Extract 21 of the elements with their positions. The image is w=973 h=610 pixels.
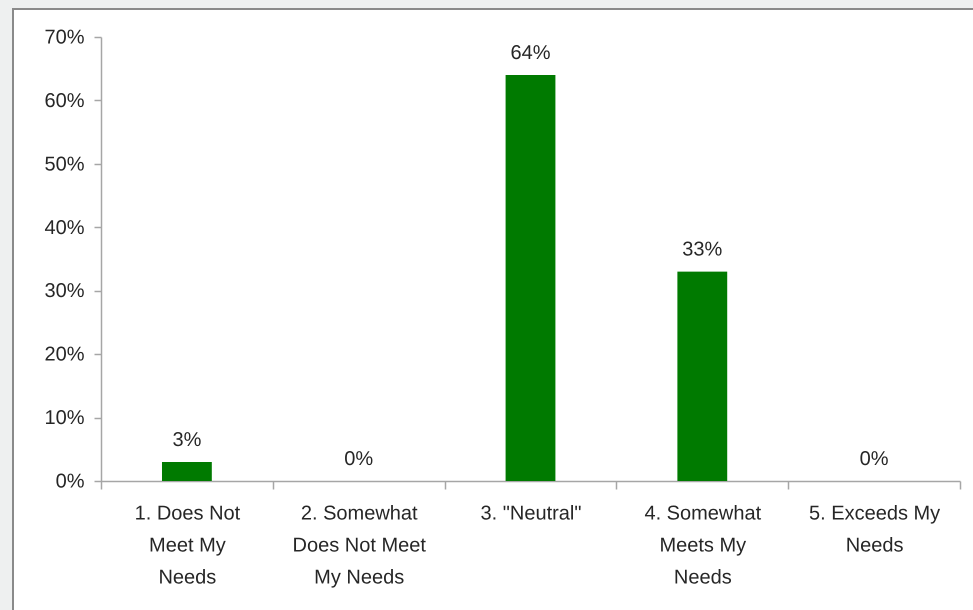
x-tick-label: 5. Exceeds My Needs [809,502,940,556]
y-tick-label: 40% [44,216,85,239]
bar [677,272,728,481]
x-tick-label: 3. "Neutral" [480,502,582,524]
x-tick-label: 2. Somewhat Does Not Meet My Needs [292,502,426,588]
x-tick-label: 1. Does Not Meet My Needs [134,502,241,588]
bar [162,462,212,481]
data-label: 64% [510,42,551,64]
bar [506,75,556,481]
data-label: 3% [172,428,202,451]
data-label: 0% [860,448,889,470]
data-label: 0% [344,448,374,470]
y-tick-label: 30% [44,280,85,302]
x-tick-label: 4. Somewhat Meets My Needs [644,502,762,588]
y-tick-label: 20% [44,344,85,366]
y-tick-label: 10% [44,407,85,430]
y-tick-label: 50% [44,153,85,176]
y-tick-label: 0% [56,470,85,492]
y-tick-label: 70% [44,26,85,48]
y-tick-label: 60% [44,90,85,112]
data-label: 33% [682,238,723,261]
